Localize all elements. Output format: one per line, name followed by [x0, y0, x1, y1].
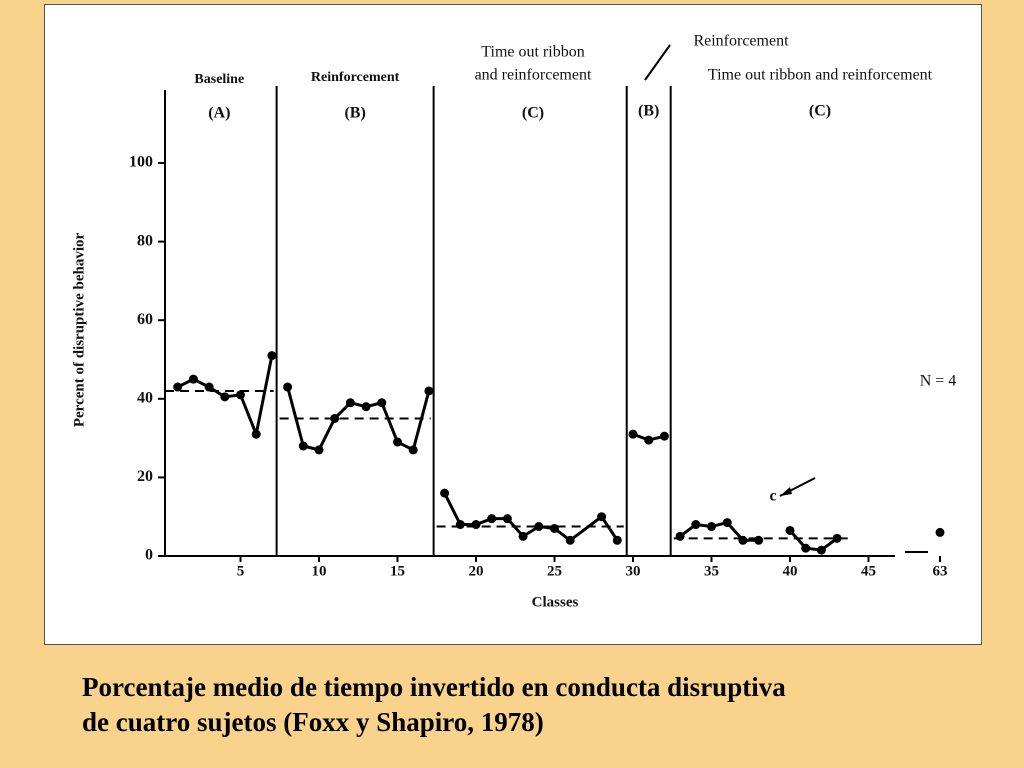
data-point — [628, 429, 638, 439]
data-point — [659, 431, 669, 441]
phase-label: and reinforcement — [475, 67, 592, 84]
data-line — [443, 492, 619, 543]
data-point — [220, 392, 230, 402]
x-axis-title: Classes — [532, 594, 579, 610]
data-point — [236, 390, 245, 400]
data-point — [816, 545, 826, 555]
data-point — [298, 441, 308, 451]
data-line — [286, 386, 431, 453]
data-line — [788, 529, 839, 552]
data-point — [345, 398, 355, 408]
y-tick-label: 0 — [145, 547, 153, 564]
phase-code: (B) — [344, 105, 365, 122]
phase-label: Reinforcement — [693, 33, 789, 50]
y-tick-label: 60 — [137, 311, 153, 328]
data-point — [722, 518, 732, 528]
data-point — [644, 435, 654, 445]
x-tick-label: 15 — [390, 563, 405, 579]
chart: 0 20 40 60 80 100 5 10 15 20 25 30 35 40 45 63 Percent o… — [71, 33, 957, 611]
data-point — [283, 382, 293, 392]
data-point — [330, 413, 340, 423]
caption-line: de cuatro sujetos (Foxx y Shapiro, 1978) — [82, 707, 544, 737]
data-point — [707, 522, 716, 532]
data-point — [314, 445, 324, 455]
data-point — [251, 429, 261, 439]
data-point — [785, 525, 795, 535]
data-point — [267, 351, 277, 361]
data-point — [612, 535, 622, 545]
y-tick-label: 20 — [137, 468, 153, 485]
y-axis-title: Percent of disruptive behavior — [71, 233, 87, 428]
phase-label: Baseline — [194, 72, 244, 87]
data-point — [597, 512, 607, 522]
data-point — [188, 374, 198, 384]
phase-code: (C) — [522, 105, 544, 122]
x-tick-label: 45 — [861, 563, 876, 579]
arrow-head — [780, 487, 792, 496]
data-point — [440, 488, 450, 498]
data-point — [173, 382, 183, 392]
data-point — [518, 531, 528, 541]
x-tick-label: 5 — [237, 563, 245, 579]
data-point — [534, 522, 544, 532]
data-point — [502, 514, 512, 524]
phase-pointer — [644, 44, 671, 81]
x-tick-label: 20 — [469, 563, 484, 579]
phase-code: (A) — [208, 105, 230, 122]
x-tick-label: 25 — [547, 563, 562, 579]
x-tick-label: 30 — [626, 563, 641, 579]
phase-label: Reinforcement — [311, 70, 400, 85]
data-point — [550, 523, 559, 533]
arrow-label: c — [769, 488, 776, 505]
x-tick-label: 35 — [704, 563, 719, 579]
data-point — [675, 531, 685, 541]
data-point — [408, 445, 418, 455]
data-point — [377, 398, 387, 408]
data-point — [487, 514, 497, 524]
x-tick-label: 63 — [933, 563, 948, 579]
caption-line: Porcentaje medio de tiempo invertido en … — [82, 672, 786, 702]
data-point — [801, 543, 811, 553]
data-point — [754, 535, 764, 545]
x-tick-label: 40 — [783, 563, 798, 579]
data-point — [455, 520, 465, 530]
annotation: N = 4 — [920, 373, 957, 390]
x-tick-label: 10 — [312, 563, 327, 579]
data-point — [424, 386, 434, 396]
phase-label: Time out ribbon and reinforcement — [708, 67, 933, 84]
data-point — [832, 533, 842, 543]
y-tick-label: 80 — [137, 232, 153, 249]
data-point — [361, 402, 371, 412]
data-point — [393, 437, 402, 447]
data-point — [565, 535, 575, 545]
data-point — [738, 535, 748, 545]
data-point — [471, 520, 481, 530]
phase-label: Time out ribbon — [481, 44, 584, 61]
phase-code: (B) — [638, 103, 659, 120]
y-tick-label: 40 — [137, 389, 153, 406]
data-point — [691, 520, 701, 530]
data-point — [935, 527, 945, 537]
phase-code: (C) — [809, 103, 831, 120]
data-point — [204, 382, 214, 392]
y-tick-label: 100 — [129, 154, 153, 171]
